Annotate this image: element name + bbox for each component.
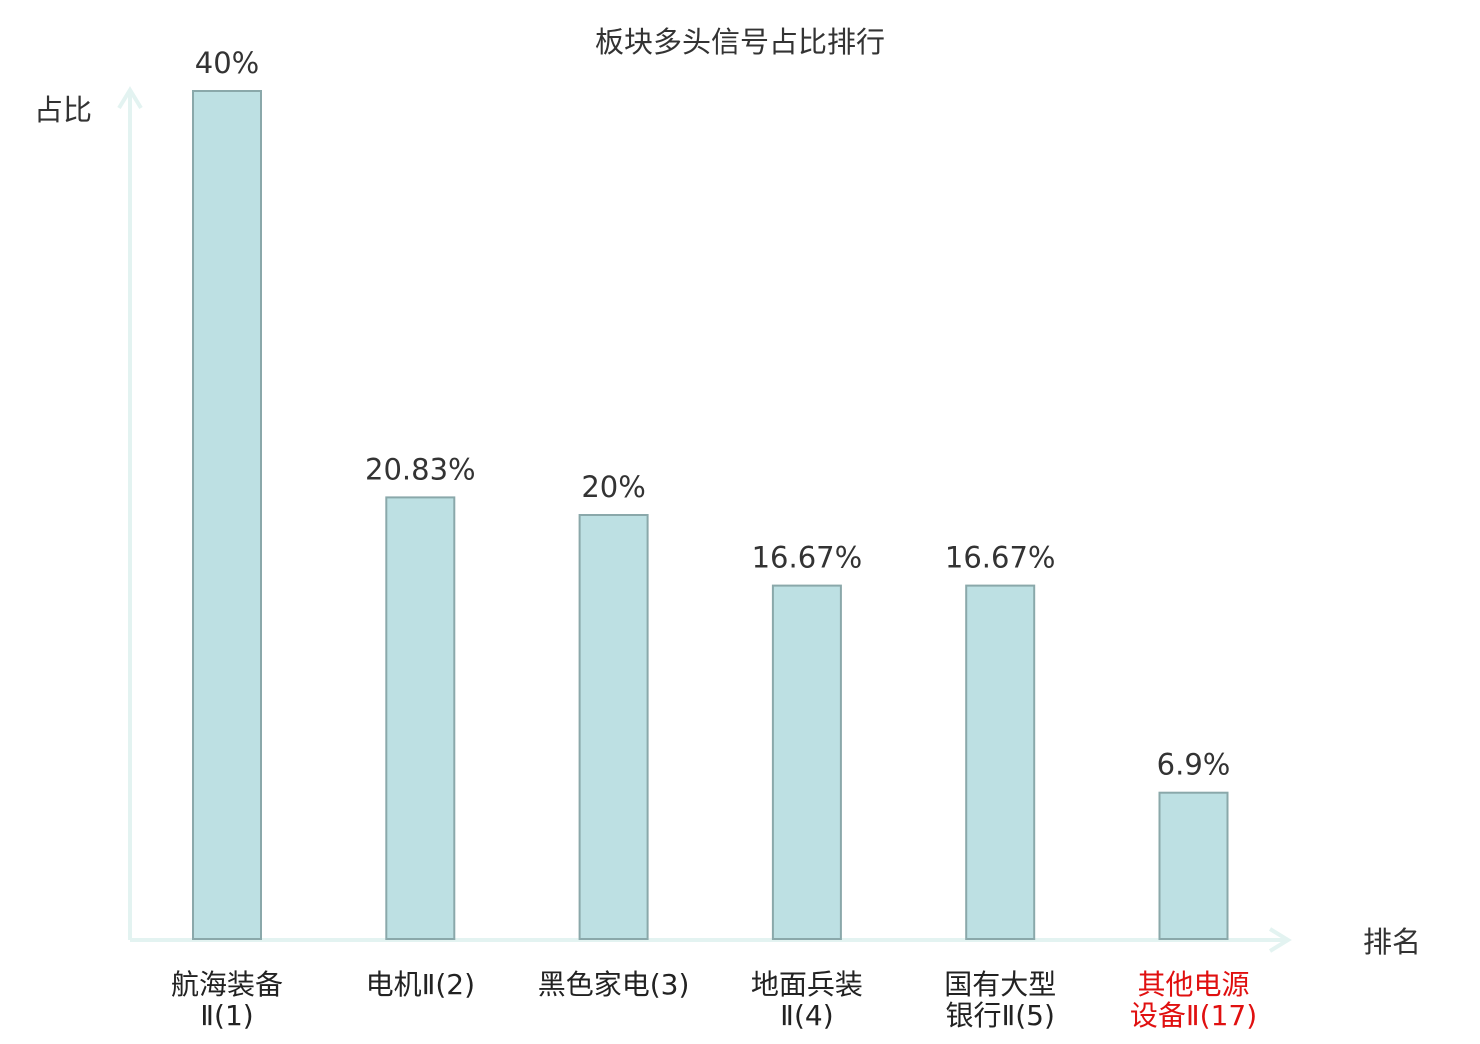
y-axis-arrowhead <box>117 86 143 110</box>
bar <box>578 514 649 940</box>
bar <box>771 584 842 940</box>
axes <box>117 86 1292 953</box>
category-label: 银行Ⅱ(5) <box>945 999 1054 1032</box>
bars <box>192 90 1229 941</box>
x-axis-label: 排名 <box>1363 925 1421 959</box>
bar <box>965 584 1036 940</box>
category-label: 航海装备 <box>171 968 283 1001</box>
category-label: 国有大型 <box>944 968 1056 1001</box>
value-label: 16.67% <box>752 541 863 575</box>
category-label: Ⅱ(1) <box>200 999 253 1032</box>
value-label: 6.9% <box>1157 748 1231 782</box>
bar <box>385 496 456 940</box>
category-label: 黑色家电(3) <box>538 968 690 1001</box>
category-label: 设备Ⅱ(17) <box>1130 999 1257 1032</box>
x-axis-arrowhead <box>1268 927 1292 953</box>
chart-title: 板块多头信号占比排行 <box>595 25 885 59</box>
category-label: 其他电源 <box>1137 968 1249 1001</box>
y-axis-label: 占比 <box>34 93 92 127</box>
value-label: 16.67% <box>945 541 1056 575</box>
category-label: 地面兵装 <box>751 968 863 1001</box>
value-labels: 40% 20.83% 20% 16.67% 16.67% 6.9% <box>195 46 1231 782</box>
bar <box>1158 791 1229 941</box>
value-label: 20% <box>581 470 645 504</box>
value-label: 40% <box>195 46 259 80</box>
category-label: Ⅱ(4) <box>780 999 833 1032</box>
value-label: 20.83% <box>365 452 476 486</box>
bar <box>192 90 262 940</box>
category-label: 电机Ⅱ(2) <box>366 968 475 1001</box>
